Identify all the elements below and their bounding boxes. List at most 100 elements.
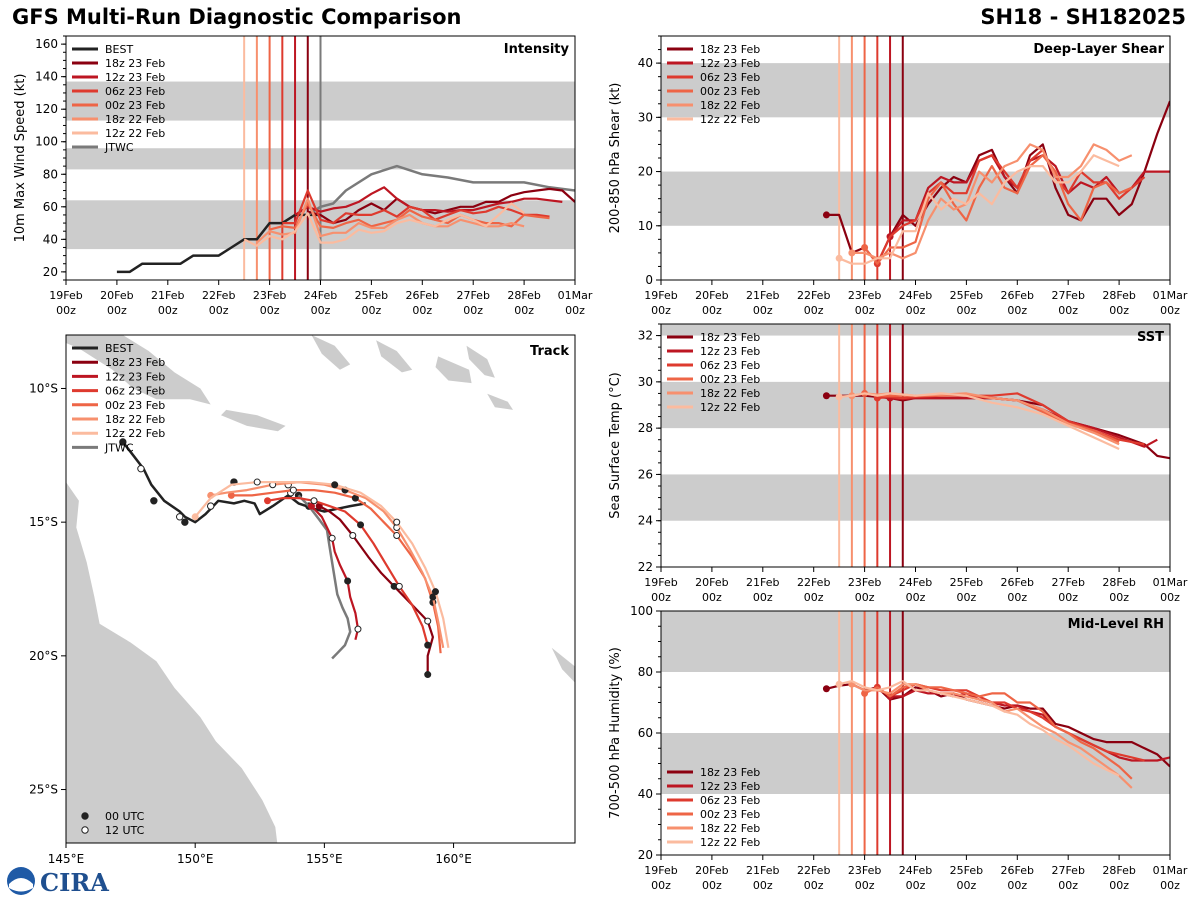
track-marker-legend-label: 00 UTC [105,810,145,823]
rh-xtick-label-hour: 00z [1109,879,1129,892]
track-forecast-marker [344,577,352,585]
sst-xtick-label-hour: 00z [651,591,671,604]
rh-xtick-label-hour: 00z [753,879,773,892]
track-line [310,505,360,641]
track-legend-label: JTWC [104,441,134,454]
track-forecast-marker [393,518,401,526]
shear-xtick-label-date: 01Mar [1153,289,1188,302]
track-forecast-marker [253,478,261,486]
rh-title: Mid-Level RH [1068,617,1164,632]
intensity-legend-label: 06z 23 Feb [105,85,165,98]
sst-xtick-label-date: 26Feb [1001,576,1034,589]
sst-xtick-label-hour: 00z [804,591,824,604]
shear-legend-label: 06z 23 Feb [700,71,760,84]
track-line [121,441,366,524]
rh-xtick-label-date: 23Feb [848,864,881,877]
intensity-legend-label: 18z 22 Feb [105,113,165,126]
intensity-xtick-label-date: 22Feb [202,289,235,302]
track-forecast-marker [328,534,336,542]
track-panel: 145°E 150°E 155°E 160°E 10°S 15°S 20°S 25°S Trac… [29,334,576,866]
best-marker-12utc [206,502,215,510]
sst-legend-label: 18z 23 Feb [700,331,760,344]
rh-legend-label: 12z 23 Feb [700,780,760,793]
shear-xtick-label-hour: 00z [1109,304,1129,317]
solomon-island-4 [487,393,513,410]
track-forecast-marker [424,641,432,649]
intensity-xtick-label-date: 27Feb [456,289,489,302]
shear-series-group [822,100,1170,268]
track-line [210,481,445,649]
rh-legend-label: 18z 23 Feb [700,766,760,779]
sst-xtick-label-hour: 00z [906,591,926,604]
intensity-xtick-label-hour: 00z [56,304,76,317]
sst-legend-label: 18z 22 Feb [700,387,760,400]
best-marker-00utc [119,438,127,446]
rh-xtick-label-hour: 00z [1160,879,1180,892]
track-legend-label: 18z 22 Feb [105,413,165,426]
intensity-series-line [256,197,525,244]
intensity-ytick-label: 140 [35,70,58,84]
rh-legend-label: 00z 23 Feb [700,808,760,821]
track-xtick-label: 150°E [177,852,214,866]
rh-series-line [851,683,1133,789]
sst-xtick-label-hour: 00z [1058,591,1078,604]
intensity-ytick-label: 160 [35,37,58,51]
rh-xtick-label-hour: 00z [906,879,926,892]
track-forecast-marker [357,521,365,529]
track-init-marker [191,513,199,521]
rh-legend-label: 18z 22 Feb [700,822,760,835]
track-ytick-label: 15°S [29,515,58,529]
shear-xtick-label-date: 19Feb [644,289,677,302]
sst-xtick-label-date: 19Feb [644,576,677,589]
track-init-marker [227,491,235,499]
figure-title: GFS Multi-Run Diagnostic Comparison [12,5,462,29]
rh-xtick-label-hour: 00z [1058,879,1078,892]
rh-xtick-label-date: 25Feb [950,864,983,877]
shear-legend-label: 18z 23 Feb [700,43,760,56]
shear-xtick-label-date: 24Feb [899,289,932,302]
sst-series-group [822,389,1170,460]
rh-ytick-label: 40 [638,787,653,801]
intensity-xtick-label-date: 25Feb [355,289,388,302]
rh-ytick-label: 60 [638,726,653,740]
intensity-xtick-label-date: 23Feb [253,289,286,302]
sst-band-2 [661,324,1170,336]
rh-legend-label: 12z 22 Feb [700,836,760,849]
intensity-legend-label: BEST [105,43,133,56]
sst-band-0 [661,474,1170,521]
shear-xtick-label-hour: 00z [957,304,977,317]
intensity-xtick-label-date: 19Feb [49,289,82,302]
track-marker-legend-label: 12 UTC [105,824,145,837]
rh-init-marker [835,680,843,688]
intensity-xtick-label-date: 28Feb [507,289,540,302]
sst-xtick-label-date: 01Mar [1153,576,1188,589]
shear-series-line [863,154,1133,265]
rh-series-line [838,679,1120,777]
track-legend-label: 12z 22 Feb [105,427,165,440]
intensity-xtick-label-date: 24Feb [304,289,337,302]
intensity-ytick-label: 120 [35,102,58,116]
intensity-xtick-label-hour: 00z [362,304,382,317]
sst-xtick-label-hour: 00z [1160,591,1180,604]
intensity-xtick-label-date: 26Feb [406,289,439,302]
track-legend-label: 18z 23 Feb [105,356,165,369]
new-caledonia-tip [551,647,575,683]
shear-init-marker [822,211,830,219]
track-forecast-marker [349,532,357,540]
rh-xtick-label-date: 27Feb [1051,864,1084,877]
new-guinea-landmass [66,335,211,405]
rh-band-1 [661,611,1170,672]
intensity-ytick-label: 100 [35,135,58,149]
best-marker-00utc [150,497,158,505]
intensity-legend-label: 12z 22 Feb [105,127,165,140]
solomon-island-3 [466,345,495,378]
intensity-xtick-label-hour: 00z [565,304,585,317]
shear-ytick-label: 0 [645,273,653,287]
sst-xtick-label-date: 27Feb [1051,576,1084,589]
shear-xtick-label-date: 22Feb [797,289,830,302]
best-marker-12utc [137,464,145,473]
sst-panel: 22 24 26 28 30 32 19Feb 00z 20Feb 00z 21Feb 00z 22Fe… [608,323,1188,604]
rh-xtick-label-date: 28Feb [1102,864,1135,877]
rh-xtick-label-date: 19Feb [644,864,677,877]
track-xtick-label: 155°E [306,852,343,866]
